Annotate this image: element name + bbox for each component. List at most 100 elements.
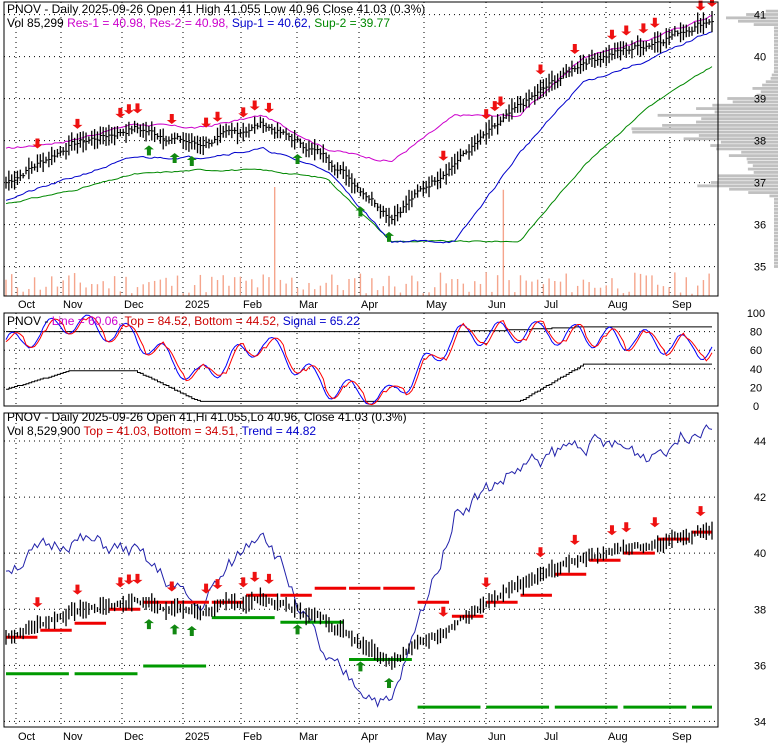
volume-bar [348,278,350,296]
volume-bar [702,280,705,296]
volume-bar [319,285,322,296]
volume-bar [479,283,482,296]
volume-bar [336,284,339,296]
volume-bar [376,290,379,296]
volume-bar [285,283,287,296]
volume-profile-bar [774,218,778,221]
arrow-down-marker [535,64,546,75]
volume-profile-bar [770,76,778,80]
x-tick-label: Aug [608,299,628,311]
arrow-down-marker [115,107,126,118]
volume-profile-bar [710,144,778,147]
y-tick-label: 40 [754,548,766,560]
arrow-up-marker [186,626,197,637]
volume-profile-bar [774,261,778,265]
volume-bar [268,277,270,296]
arrow-up-marker [292,624,303,635]
arrow-down-marker [438,606,449,617]
arrow-down-marker [535,547,546,558]
volume-bar [662,286,665,296]
stoch-top-band [6,326,712,333]
volume-profile-bar [774,197,778,201]
volume-bar [571,292,573,296]
arrow-down-marker [621,25,632,36]
arrow-up-marker [355,206,366,217]
x-tick-label: Sep [672,731,692,743]
volume-profile-bar [765,9,778,13]
volume-profile-bar [774,241,778,245]
volume-bar [679,292,682,296]
volume-profile-bar [748,191,778,194]
data-layer [5,0,778,709]
volume-profile-bar [752,164,778,168]
volume-profile-bar [729,187,778,191]
volume-bar [697,285,699,296]
volume-profile-bar [774,265,778,268]
volume-bar [182,293,184,296]
volume-bar [416,281,419,296]
x-tick-label: Apr [361,299,378,311]
volume-profile-bar [746,13,778,16]
volume-bar [525,280,527,296]
volume-bar [508,280,510,296]
arrow-down-marker [32,597,43,608]
volume-profile-bar [756,93,778,97]
volume-profile-bar [774,248,778,252]
volume-bar [119,291,122,296]
arrow-down-marker [166,114,177,125]
volume-bar [599,287,602,296]
volume-bar [611,278,613,296]
x-tick-label: 2025 [185,731,209,743]
panel-frame [3,412,719,728]
volume-profile-bar [717,174,778,178]
volume-bar [102,281,104,296]
arrow-up-marker [292,153,303,164]
volume-bar [273,187,276,296]
volume-profile-bar [774,63,778,67]
volume-profile-bar [747,160,778,164]
volume-bar [531,281,533,296]
volume-bar [651,275,653,296]
arrow-down-marker [649,517,660,528]
volume-bar [594,287,596,296]
p2-header: PNOV - Line = 60.06, Top = 84.52, Bottom… [7,314,360,328]
arrow-down-marker [695,0,706,11]
volume-bar [519,275,522,296]
volume-profile-bar [727,97,778,100]
arrow-down-marker [606,525,617,536]
panel-frame [3,312,719,407]
volume-bar [382,286,384,296]
volume-bar [228,285,230,296]
volume-bar [85,287,87,296]
y-tick-label: 35 [754,262,766,274]
volume-profile-bar [774,244,778,248]
volume-profile-bar [714,110,778,114]
arrow-down-marker [263,573,274,584]
volume-profile-bar [747,167,778,171]
volume-bar [394,286,396,296]
y-tick-label: 20 [750,382,762,394]
y-tick-label: 38 [754,136,766,148]
volume-bar [28,288,30,296]
volume-profile-bar [774,258,778,262]
volume-bar [439,272,442,296]
volume-bar [96,284,99,296]
x-tick-label: Mar [299,731,318,743]
arrow-up-marker [384,231,395,242]
volume-profile-bar [762,83,778,87]
volume-profile-bar [720,140,778,144]
x-tick-label: May [426,731,447,743]
p3-legend: Vol 8,529,900 Top = 41.03, Bottom = 34.5… [7,424,316,438]
volume-bar [251,279,253,296]
x-tick-label: Sep [672,299,692,311]
x-tick-label: Jul [544,299,558,311]
x-tick-label: Nov [63,299,83,311]
volume-bar [365,293,367,296]
volume-bar [62,280,64,296]
volume-bar [51,276,53,296]
arrow-down-marker [212,111,223,122]
y-tick-label: 40 [750,364,762,376]
volume-profile-bar [697,184,778,188]
volume-bar [456,279,459,296]
volume-profile-bar [774,228,778,231]
